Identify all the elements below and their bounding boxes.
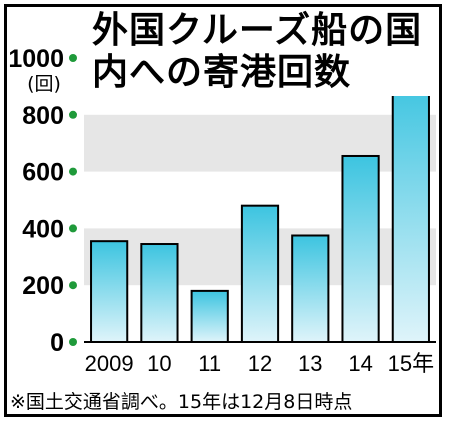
y-tick-label: 200: [22, 272, 64, 300]
x-tick-label: 12: [248, 351, 272, 376]
y-tick-dot: [69, 54, 77, 62]
x-tick-label: 13: [298, 351, 322, 376]
y-tick-dot: [69, 110, 77, 119]
bar-series: [90, 78, 430, 344]
bar-2009: [90, 240, 129, 343]
x-tick-label: 2009: [85, 351, 134, 376]
x-tick-label: 14: [348, 351, 372, 376]
bar-13: [291, 234, 330, 343]
x-axis: 2009 10 11 12 13 14 15年: [84, 341, 436, 376]
y-unit-label: (回): [27, 73, 61, 95]
x-tick-label: 10: [147, 351, 171, 376]
y-axis: 0 200 400 600 800 1000(回): [8, 45, 77, 357]
source-note: ※国土交通省調べ。15年は12月8日時点: [10, 391, 353, 413]
y-tick-label: 0: [50, 329, 64, 357]
y-tick-dot: [69, 167, 77, 176]
x-tick-label: 11: [198, 351, 221, 376]
bar-12: [240, 204, 280, 343]
bar-14: [341, 154, 380, 343]
grid-band: [84, 114, 436, 172]
chart-title: 外国クルーズ船の国内への寄港回数: [86, 8, 436, 96]
y-tick-dot: [69, 338, 77, 346]
y-tick-label: 400: [22, 215, 64, 243]
y-tick-dot: [69, 224, 77, 233]
y-tick-label: 1000: [8, 45, 64, 73]
bar-11: [190, 289, 229, 344]
bar-10: [140, 243, 179, 344]
y-tick-label: 800: [22, 102, 64, 130]
x-tick-label: 15年: [388, 351, 434, 376]
y-tick-label: 600: [22, 159, 64, 187]
bar-15年: [391, 78, 430, 344]
y-tick-dot: [69, 281, 77, 290]
